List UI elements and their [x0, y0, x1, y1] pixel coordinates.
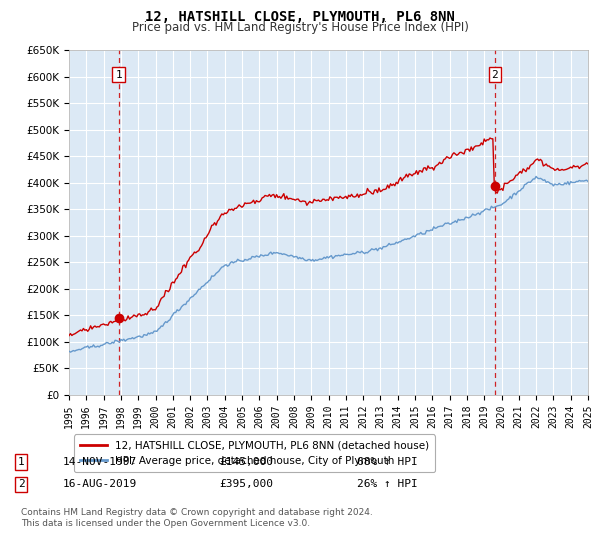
Text: £395,000: £395,000: [219, 479, 273, 489]
Text: £145,000: £145,000: [219, 457, 273, 467]
Text: 1: 1: [17, 457, 25, 467]
Text: 2: 2: [17, 479, 25, 489]
Text: 14-NOV-1997: 14-NOV-1997: [63, 457, 137, 467]
Text: 2: 2: [491, 69, 499, 80]
Text: 16-AUG-2019: 16-AUG-2019: [63, 479, 137, 489]
Text: 1: 1: [115, 69, 122, 80]
Legend: 12, HATSHILL CLOSE, PLYMOUTH, PL6 8NN (detached house), HPI: Average price, deta: 12, HATSHILL CLOSE, PLYMOUTH, PL6 8NN (d…: [74, 435, 435, 472]
Text: Price paid vs. HM Land Registry's House Price Index (HPI): Price paid vs. HM Land Registry's House …: [131, 21, 469, 34]
Text: 68% ↑ HPI: 68% ↑ HPI: [357, 457, 418, 467]
Text: 12, HATSHILL CLOSE, PLYMOUTH, PL6 8NN: 12, HATSHILL CLOSE, PLYMOUTH, PL6 8NN: [145, 10, 455, 24]
Text: Contains HM Land Registry data © Crown copyright and database right 2024.
This d: Contains HM Land Registry data © Crown c…: [21, 508, 373, 528]
Text: 26% ↑ HPI: 26% ↑ HPI: [357, 479, 418, 489]
